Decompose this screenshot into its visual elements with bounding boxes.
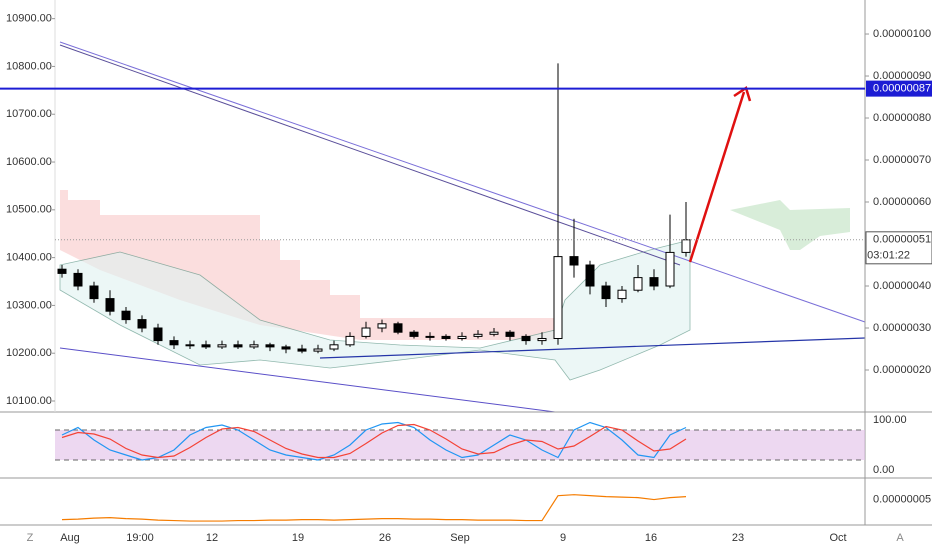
candle-body: [441, 335, 451, 340]
x-tick-label: 23: [732, 532, 744, 544]
lower-line: [61, 494, 687, 522]
y2-tick-label: 0.00000080: [873, 112, 931, 124]
x-tick-label: 16: [645, 532, 657, 544]
x-tick-label: Aug: [60, 532, 80, 544]
icon[interactable]: Z: [27, 532, 34, 544]
x-tick-label: 12: [206, 532, 218, 544]
candle-body: [617, 289, 627, 300]
y2-tick-label: 0.00000100: [873, 28, 931, 40]
candle-body: [73, 272, 83, 287]
stoch-line: [61, 421, 687, 461]
candle-body: [585, 264, 595, 287]
candle-body: [345, 335, 355, 346]
candle-body: [473, 333, 483, 337]
candle-body: [665, 251, 675, 287]
stoch-tick-label: 100.00: [873, 414, 907, 426]
candle-body: [601, 285, 611, 300]
y-tick-label: 10900.00: [6, 13, 52, 25]
candle-body: [505, 331, 515, 337]
candle-body: [233, 344, 243, 348]
y-tick-label: 10200.00: [6, 347, 52, 359]
trend-line: [319, 337, 866, 359]
candle-body: [569, 256, 579, 266]
candle-body: [281, 346, 291, 350]
trend-line: [59, 347, 556, 413]
stoch-line: [61, 423, 687, 459]
stoch-band: [55, 430, 865, 460]
candle-body: [265, 344, 275, 348]
y-tick-label: 10800.00: [6, 60, 52, 72]
icon[interactable]: A: [896, 532, 904, 544]
last-price-bg: [865, 231, 932, 265]
candle-body: [297, 348, 307, 352]
cloud-area: [60, 190, 555, 340]
candle-body: [553, 256, 563, 340]
candle-body: [201, 344, 211, 348]
candle-body: [105, 298, 115, 312]
stoch-tick-label: 0.00: [873, 464, 894, 476]
y2-tick-label: 0.00000060: [873, 196, 931, 208]
x-tick-label: 26: [379, 532, 391, 544]
candle-body: [153, 327, 163, 342]
y-tick-label: 10400.00: [6, 252, 52, 264]
candle-body: [681, 239, 691, 253]
last-price-label: 0.00000051: [873, 234, 931, 246]
candle-body: [313, 348, 323, 352]
candle-body: [57, 268, 67, 274]
y-tick-label: 10700.00: [6, 108, 52, 120]
y2-tick-label: 0.00000030: [873, 322, 931, 334]
candle-body: [185, 344, 195, 347]
y-tick-label: 10500.00: [6, 204, 52, 216]
candle-body: [633, 277, 643, 291]
candle-body: [489, 331, 499, 335]
candle-body: [649, 277, 659, 287]
y-tick-label: 10100.00: [6, 395, 52, 407]
trend-line: [59, 44, 681, 266]
candle-body: [217, 344, 227, 348]
y2-tick-label: 0.00000090: [873, 70, 931, 82]
candle-body: [89, 285, 99, 300]
candle-body: [121, 310, 131, 321]
candle-body: [537, 338, 547, 342]
candle-body: [393, 323, 403, 333]
candle-body: [425, 335, 435, 338]
x-tick-label: 19: [292, 532, 304, 544]
x-tick-label: Oct: [829, 532, 846, 544]
candle-body: [521, 335, 531, 342]
candle-body: [169, 340, 179, 346]
countdown: 03:01:22: [867, 250, 910, 262]
candle-body: [409, 331, 419, 337]
arrow: [688, 91, 746, 263]
candle-body: [361, 327, 371, 337]
lower-tick-label: 0.00000005: [873, 493, 931, 505]
candle-body: [377, 323, 387, 329]
price-label: 0.00000087: [873, 83, 931, 95]
x-tick-label: 19:00: [126, 532, 154, 544]
x-tick-label: 9: [560, 532, 566, 544]
candle-body: [329, 344, 339, 350]
y2-tick-label: 0.00000040: [873, 280, 931, 292]
candle-body: [457, 335, 467, 340]
y2-tick-label: 0.00000070: [873, 154, 931, 166]
candle-body: [137, 319, 147, 329]
y2-tick-label: 0.00000020: [873, 364, 931, 376]
candle-body: [249, 344, 259, 348]
x-tick-label: Sep: [450, 532, 470, 544]
price-label-bg: [866, 80, 932, 97]
cloud-area: [730, 200, 850, 250]
y-tick-label: 10600.00: [6, 156, 52, 168]
y-tick-label: 10300.00: [6, 299, 52, 311]
